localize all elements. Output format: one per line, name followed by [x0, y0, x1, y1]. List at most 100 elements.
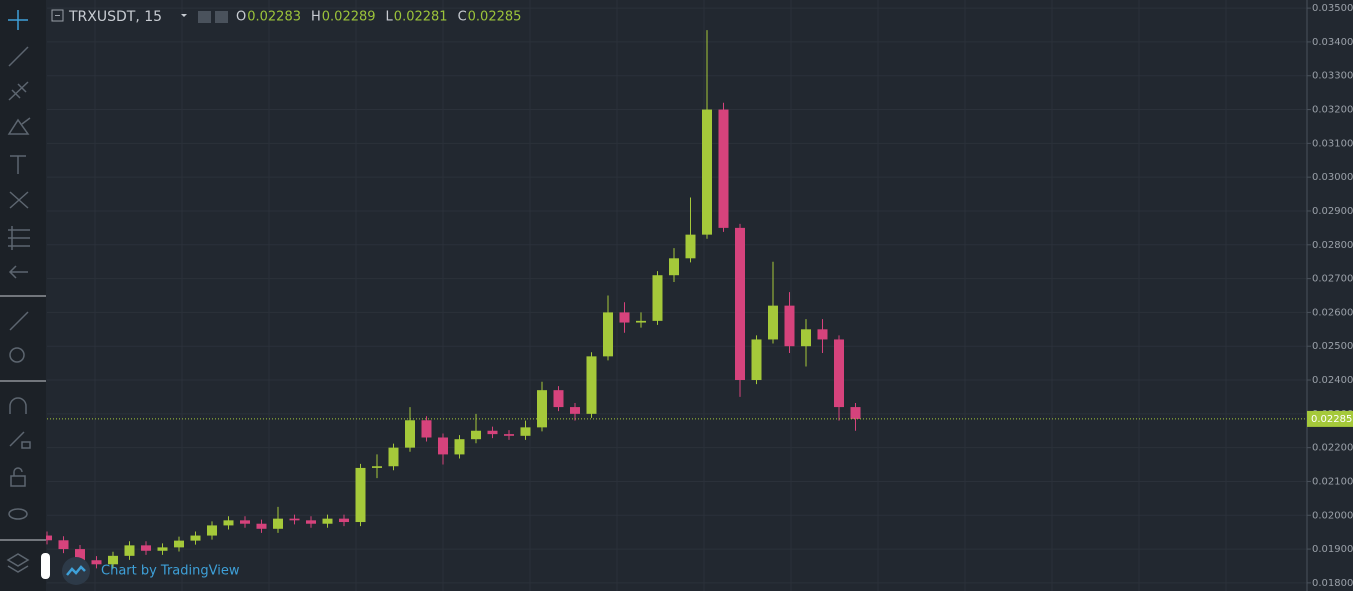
toolbar-icons[interactable] — [0, 10, 46, 573]
ohlc-value: 0.02289 — [322, 10, 376, 25]
candle-body — [355, 467, 366, 523]
candle-body — [388, 447, 399, 467]
y-tick-label: 0.02800 — [1312, 240, 1353, 251]
candle-body — [223, 520, 234, 526]
candle-body — [801, 329, 811, 347]
tradingview-logo-mark — [66, 565, 86, 576]
ohlc-value: 0.02283 — [247, 10, 301, 25]
trendline-tool[interactable] — [8, 46, 29, 67]
y-tick-label: 0.03200 — [1312, 105, 1353, 116]
candle-body — [570, 407, 580, 414]
fib-tool[interactable] — [8, 81, 29, 101]
candle-body — [157, 547, 168, 551]
candle-body — [240, 520, 250, 524]
magnet-tool[interactable] — [9, 397, 27, 414]
watermark[interactable]: Chart by TradingView — [101, 564, 240, 579]
candle-body — [471, 430, 481, 440]
y-tick-label: 0.03400 — [1312, 37, 1353, 48]
ohlc-key: O — [236, 10, 246, 25]
candle-body — [339, 518, 349, 523]
candle-body — [669, 258, 679, 276]
candle-body — [438, 437, 448, 455]
candle-body — [190, 535, 201, 541]
candle-body — [537, 390, 547, 428]
back-tool[interactable] — [8, 265, 28, 279]
candle-body — [108, 555, 118, 565]
symbol-title[interactable]: TRXUSDT, 15 — [68, 9, 162, 25]
candle-body — [405, 420, 415, 448]
ohlc-value: 0.02281 — [394, 10, 448, 25]
candle-body — [322, 518, 333, 524]
y-tick-label: 0.02500 — [1312, 341, 1353, 352]
candle-body — [75, 549, 85, 561]
zoom-tool[interactable] — [9, 347, 25, 363]
candle-body — [124, 545, 135, 556]
tradingview-logo[interactable] — [62, 557, 90, 585]
y-tick-label: 0.02000 — [1312, 510, 1353, 521]
candle-body — [273, 518, 283, 529]
ohlc-value: 0.02285 — [468, 10, 522, 25]
y-tick-label: 0.02700 — [1312, 274, 1353, 285]
candle-body — [289, 518, 300, 521]
y-tick-label: 0.02600 — [1312, 307, 1353, 318]
candle-body — [553, 390, 564, 408]
candle-body — [702, 109, 712, 235]
candle-body — [718, 109, 729, 228]
collapse-legend-button[interactable] — [51, 9, 64, 22]
candle-body — [784, 305, 795, 347]
candle-body — [42, 535, 52, 541]
y-tick-label: 0.02200 — [1312, 443, 1353, 454]
y-tick-label: 0.03100 — [1312, 138, 1353, 149]
layers-tool[interactable] — [6, 553, 30, 573]
interval-menu[interactable] — [181, 14, 187, 17]
visibility-tool[interactable] — [8, 508, 28, 520]
candle-body — [850, 407, 861, 419]
candle-body — [91, 560, 102, 565]
candle-body — [454, 439, 465, 455]
candle-body — [487, 430, 498, 435]
candle-body — [421, 420, 432, 438]
y-tick-label: 0.03000 — [1312, 172, 1353, 183]
last-price-tag — [1307, 410, 1353, 427]
brush-tool[interactable] — [7, 117, 31, 135]
ohlc-key: C — [458, 10, 467, 25]
candle-body — [619, 312, 630, 323]
crosshair-tool[interactable] — [8, 10, 28, 30]
candle-body — [504, 434, 514, 436]
ohlc-key: H — [311, 10, 321, 25]
candle-body — [834, 339, 844, 408]
candle-body — [751, 339, 762, 381]
candle-body — [817, 329, 828, 340]
y-tick-label: 0.03500 — [1312, 3, 1353, 14]
candle-body — [520, 427, 531, 436]
y-tick-label: 0.02400 — [1312, 375, 1353, 386]
candle-body — [603, 312, 613, 357]
candle-body — [685, 234, 696, 259]
last-price-label: 0.02285 — [1311, 414, 1352, 425]
lock-draw-tool[interactable] — [9, 431, 31, 449]
measure-tool[interactable] — [9, 311, 29, 331]
candle-body — [256, 523, 267, 529]
text-tool[interactable] — [10, 155, 26, 174]
remove-button[interactable] — [215, 11, 228, 23]
candle-body — [636, 320, 646, 323]
lock-tool[interactable] — [10, 467, 26, 487]
candle-body — [768, 305, 778, 340]
candle-body — [174, 540, 184, 548]
candle-body — [735, 227, 745, 381]
candle-body — [372, 466, 382, 468]
candle-body — [141, 545, 151, 551]
candle-body — [586, 356, 597, 414]
collapse-toolbar-button[interactable] — [41, 553, 50, 579]
y-tick-label: 0.01800 — [1312, 578, 1353, 589]
prediction-tool[interactable] — [8, 226, 30, 250]
y-tick-label: 0.02900 — [1312, 206, 1353, 217]
candle-body — [58, 540, 69, 550]
settings-button[interactable] — [198, 11, 211, 23]
y-tick-label: 0.01900 — [1312, 544, 1353, 555]
ohlc-key: L — [386, 10, 394, 25]
candle-body — [306, 520, 316, 524]
pattern-tool[interactable] — [9, 191, 29, 209]
